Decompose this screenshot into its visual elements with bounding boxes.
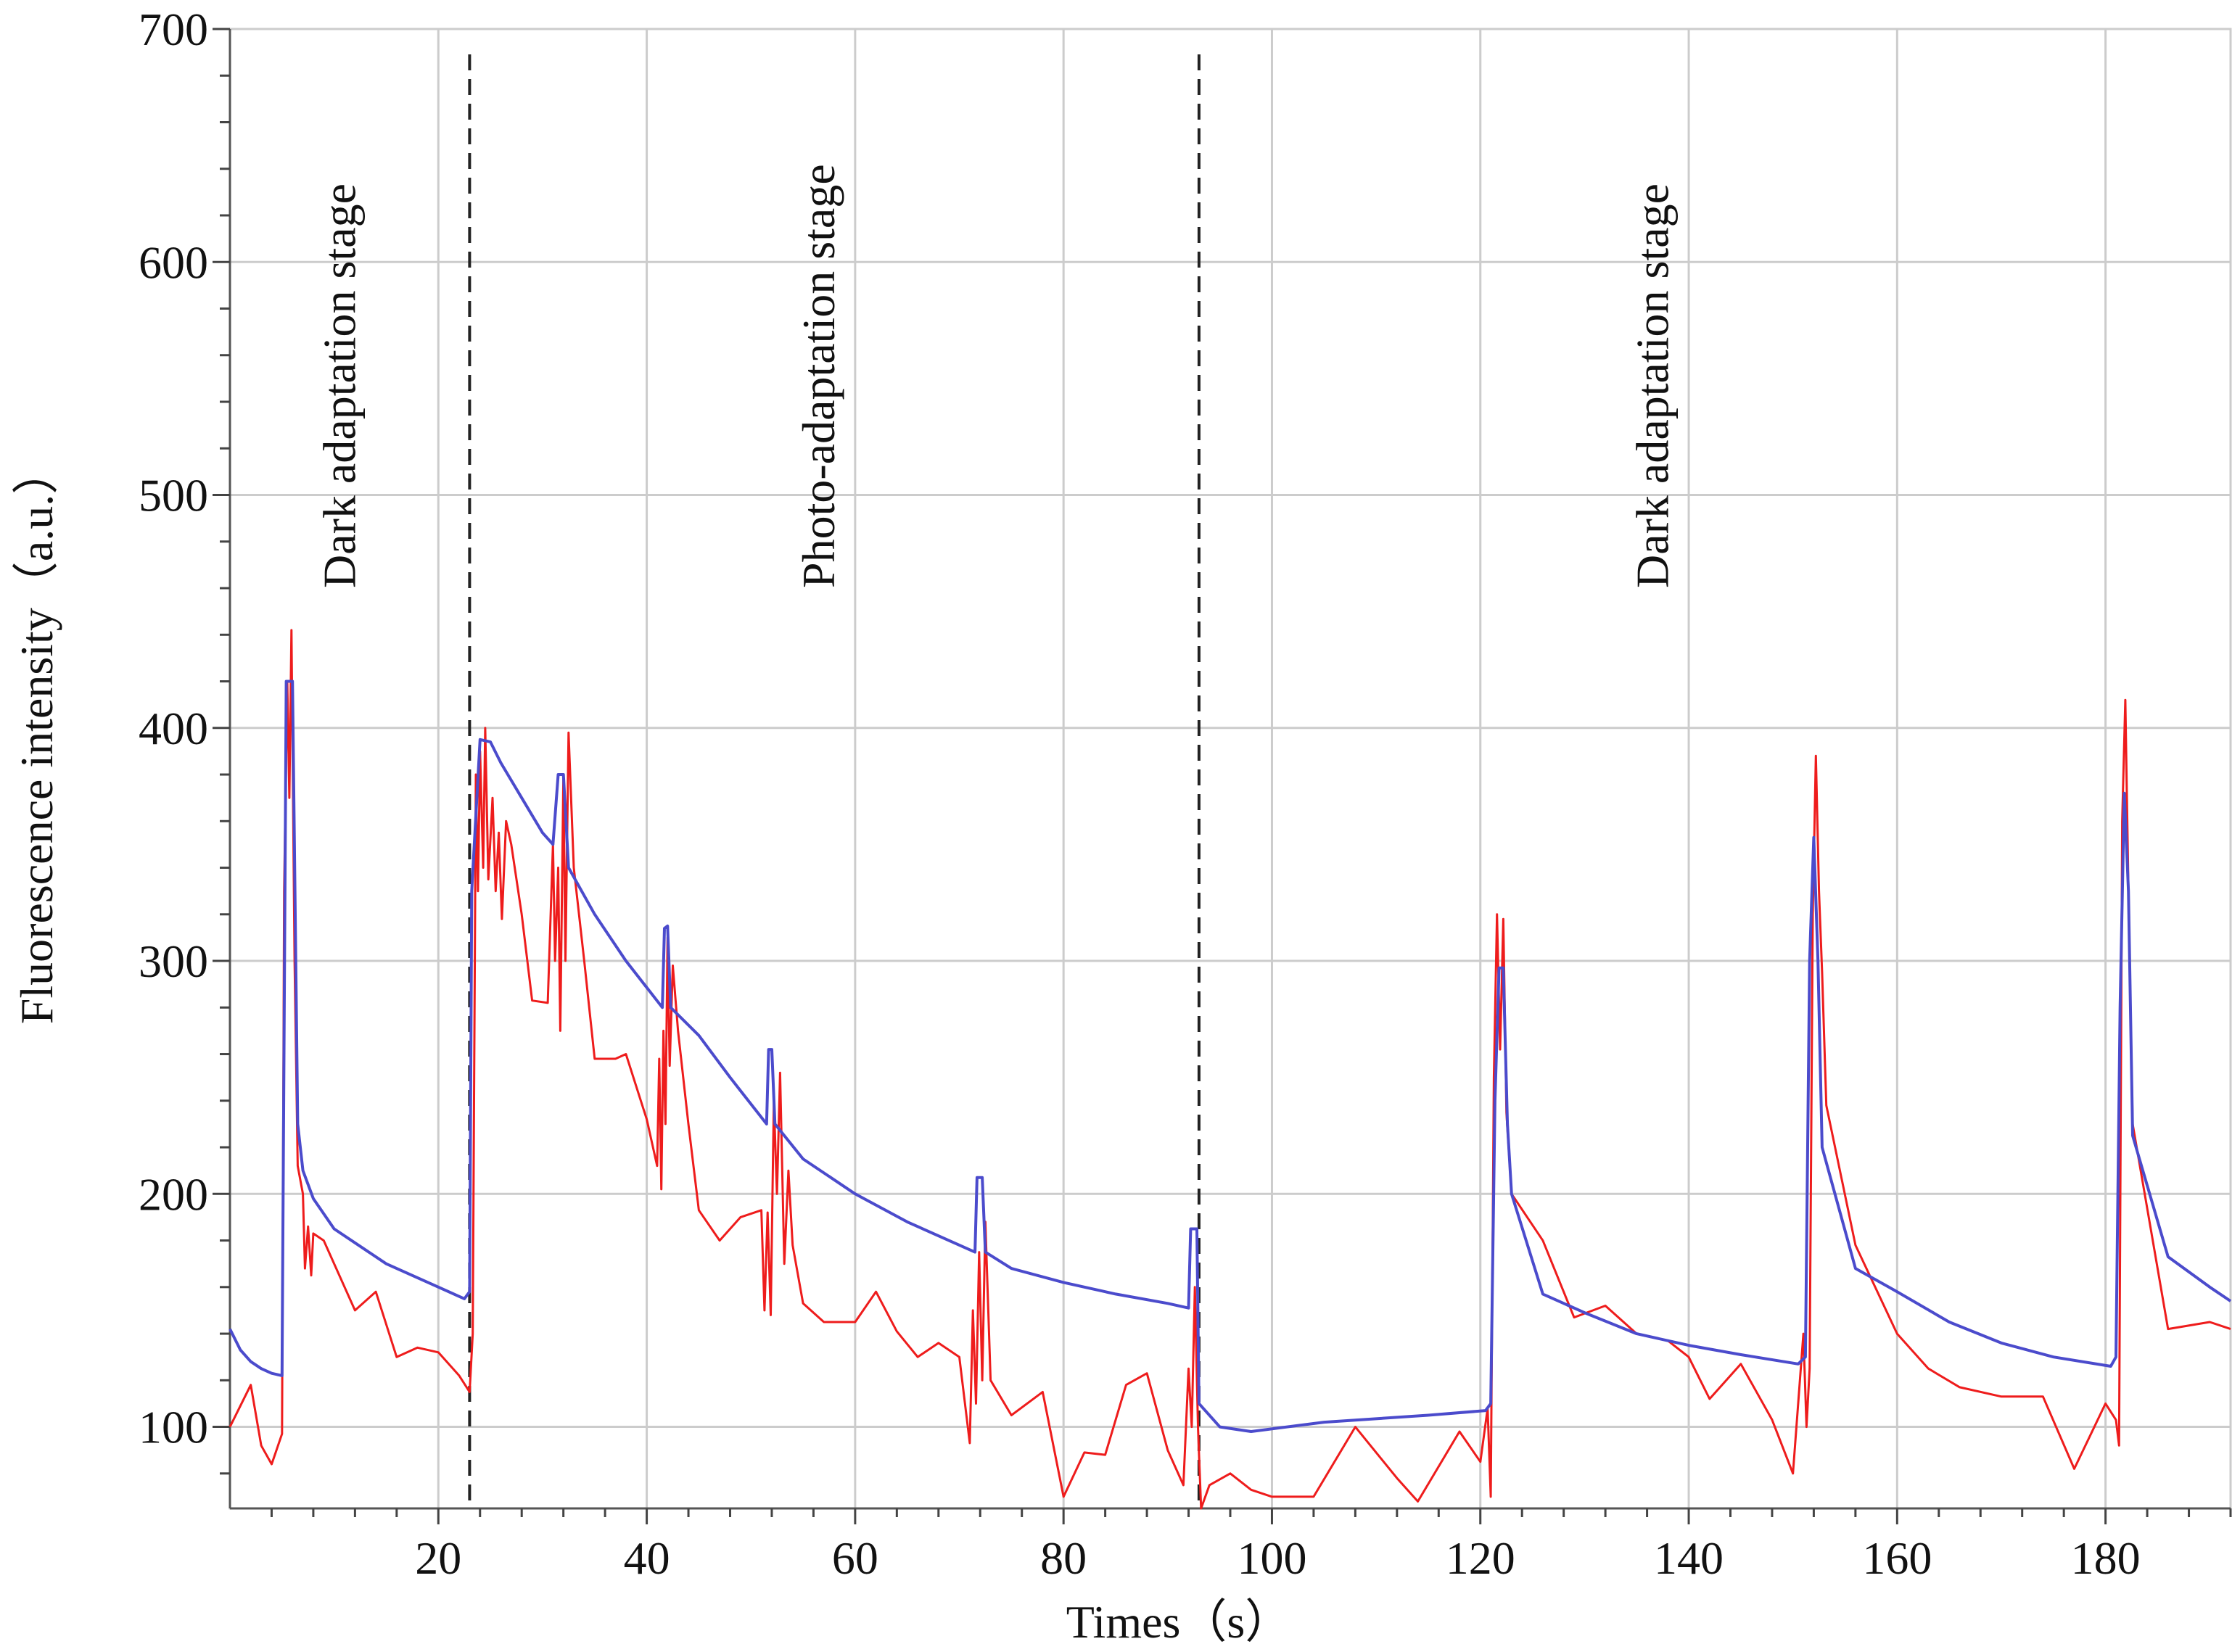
tick-labels: 20 40 60 80 100 120 140 160 180 100 200 300 400 500 60… [139, 4, 2141, 1584]
x-tick-label-5: 120 [1446, 1532, 1515, 1584]
x-tick-label-1: 40 [624, 1532, 670, 1584]
x-axis-title: Times（s） [1066, 1596, 1292, 1648]
plot-frame [228, 28, 2232, 1510]
series [228, 629, 2232, 1510]
x-tick-label-3: 80 [1040, 1532, 1087, 1584]
grid [228, 28, 2232, 1510]
y-tick-label-1: 200 [139, 1168, 208, 1220]
y-tick-label-2: 300 [139, 936, 208, 987]
y-tick-label-0: 100 [139, 1402, 208, 1453]
y-axis-title: Fluorescence intensity（a.u.） [11, 448, 62, 1024]
y-tick-label-5: 600 [139, 236, 208, 288]
x-tick-label-7: 160 [1862, 1532, 1932, 1584]
y-tick-label-3: 400 [139, 703, 208, 754]
x-tick-label-4: 100 [1237, 1532, 1306, 1584]
x-tick-label-8: 180 [2071, 1532, 2141, 1584]
y-tick-label-4: 500 [139, 470, 208, 521]
stage-label-2: Dark adaptation stage [1626, 183, 1678, 588]
series-line-measured [228, 629, 2231, 1510]
x-tick-label-0: 20 [415, 1532, 461, 1584]
series-line-fitted [228, 680, 2232, 1433]
stage-label-0: Dark adaptation stage [313, 183, 365, 588]
x-tick-label-2: 60 [832, 1532, 878, 1584]
y-tick-label-6: 700 [139, 4, 208, 55]
stage-label-1: Photo-adaptation stage [793, 164, 844, 588]
stage-labels: Dark adaptation stage Photo-adaptation st… [313, 164, 1678, 588]
axes [213, 28, 2232, 1524]
x-tick-label-6: 140 [1654, 1532, 1724, 1584]
